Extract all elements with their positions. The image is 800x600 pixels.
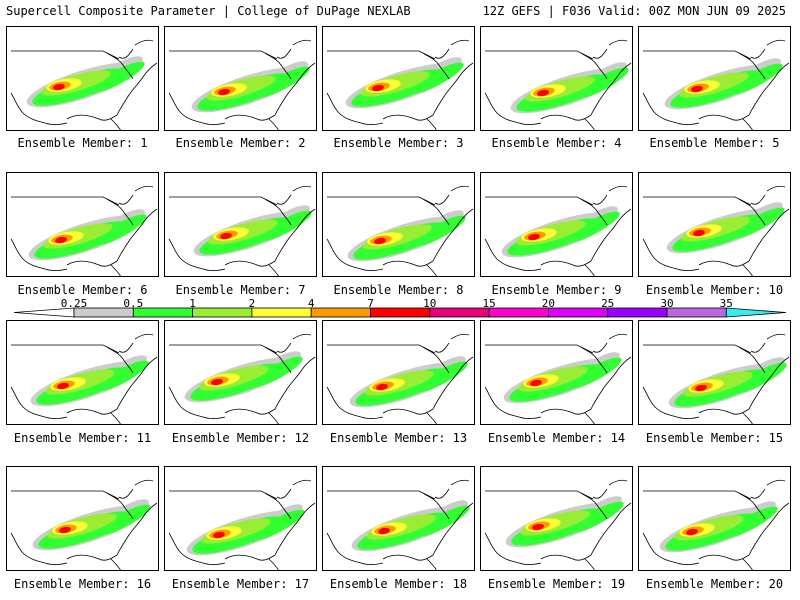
scp-field-map	[642, 39, 790, 130]
member-label: Ensemble Member: 16	[13, 577, 152, 591]
scp-field-map	[10, 333, 158, 424]
scp-field-map	[484, 39, 632, 130]
member-map-panel	[164, 26, 317, 131]
member-map-panel	[6, 172, 159, 277]
colorbar-tick-label: 20	[541, 297, 556, 310]
member-map-panel	[480, 320, 633, 425]
chart-title: Supercell Composite Parameter | College …	[6, 4, 411, 18]
member-map-panel	[6, 466, 159, 571]
colorbar-segment	[666, 307, 727, 318]
colorbar-tick-label: 35	[719, 297, 733, 310]
scp-field-map	[642, 333, 790, 424]
colorbar-segment	[725, 307, 787, 318]
colorbar-tick-label: 0.25	[60, 297, 88, 310]
member-map-panel	[322, 466, 475, 571]
scp-field-map	[326, 479, 474, 570]
scp-field-map	[168, 479, 316, 570]
scp-field-map	[10, 185, 158, 276]
member-map-panel	[638, 26, 791, 131]
member-label: Ensemble Member: 11	[13, 431, 152, 445]
member-label: Ensemble Member: 15	[645, 431, 784, 445]
member-map-panel	[638, 172, 791, 277]
scp-field-map	[326, 185, 474, 276]
color-scale-bar	[13, 307, 787, 318]
colorbar-tick-label: 2	[248, 297, 256, 310]
member-label: Ensemble Member: 13	[329, 431, 468, 445]
member-map-panel	[638, 320, 791, 425]
colorbar-tick-label: 15	[482, 297, 496, 310]
colorbar-tick-label: 0.5	[123, 297, 144, 310]
member-map-panel	[480, 26, 633, 131]
member-label: Ensemble Member: 18	[329, 577, 468, 591]
valid-time: 12Z GEFS | F036 Valid: 00Z MON JUN 09 20…	[482, 4, 786, 18]
colorbar-tick-label: 4	[307, 297, 315, 310]
member-label: Ensemble Member: 7	[175, 283, 306, 297]
colorbar-segment	[488, 307, 549, 318]
scp-field-map	[168, 39, 316, 130]
member-map-panel	[164, 466, 317, 571]
member-label: Ensemble Member: 2	[175, 136, 306, 150]
scp-field-map	[484, 479, 632, 570]
scp-field-map	[168, 333, 316, 424]
colorbar-tick-label: 10	[423, 297, 437, 310]
scp-field-map	[168, 185, 316, 276]
member-map-panel	[164, 172, 317, 277]
member-map-panel	[164, 320, 317, 425]
member-label: Ensemble Member: 4	[491, 136, 622, 150]
colorbar-segment	[548, 307, 609, 318]
member-map-panel	[322, 172, 475, 277]
colorbar-tick-label: 7	[367, 297, 374, 310]
member-label: Ensemble Member: 10	[645, 283, 784, 297]
member-label: Ensemble Member: 17	[171, 577, 310, 591]
colorbar-segment	[429, 307, 490, 318]
colorbar-segment	[607, 307, 668, 318]
colorbar-segment	[310, 307, 371, 318]
scp-field-map	[484, 185, 632, 276]
member-map-panel	[638, 466, 791, 571]
scp-field-map	[326, 333, 474, 424]
colorbar-segment	[251, 307, 312, 318]
member-label: Ensemble Member: 6	[17, 283, 148, 297]
scp-field-map	[10, 479, 158, 570]
member-map-panel	[6, 26, 159, 131]
member-label: Ensemble Member: 19	[487, 577, 626, 591]
member-label: Ensemble Member: 20	[645, 577, 784, 591]
member-label: Ensemble Member: 5	[649, 136, 780, 150]
colorbar-segment	[192, 307, 253, 318]
scp-field-map	[10, 39, 158, 130]
member-map-panel	[6, 320, 159, 425]
scp-field-map	[642, 479, 790, 570]
member-map-panel	[322, 320, 475, 425]
scp-field-map	[484, 333, 632, 424]
colorbar-tick-label: 25	[601, 297, 615, 310]
member-label: Ensemble Member: 3	[333, 136, 464, 150]
member-label: Ensemble Member: 8	[333, 283, 464, 297]
member-label: Ensemble Member: 9	[491, 283, 622, 297]
member-label: Ensemble Member: 14	[487, 431, 626, 445]
member-map-panel	[480, 172, 633, 277]
scp-field-map	[326, 39, 474, 130]
member-map-panel	[480, 466, 633, 571]
colorbar-tick-label: 30	[660, 297, 674, 310]
member-map-panel	[322, 26, 475, 131]
colorbar-segment	[370, 307, 431, 318]
member-label: Ensemble Member: 12	[171, 431, 310, 445]
colorbar-tick-label: 1	[189, 297, 196, 310]
member-label: Ensemble Member: 1	[17, 136, 148, 150]
scp-field-map	[642, 185, 790, 276]
